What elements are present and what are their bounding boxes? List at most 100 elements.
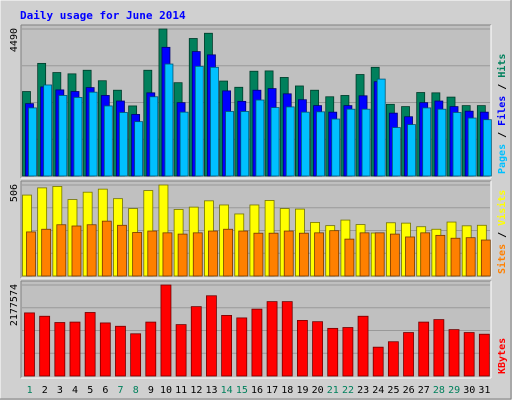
bar-sites-day-11 [177,233,188,277]
bar-kbytes-day-20 [312,321,323,377]
bar-sites-day-25 [389,233,400,277]
bar-pages-day-11 [179,111,189,177]
legend-entry: Sites [496,244,508,274]
bar-sites-day-16 [253,232,264,277]
legend-entry: / [497,126,508,144]
bar-kbytes-day-21 [327,327,339,377]
day-label-11: 11 [175,385,187,396]
chart-panels: 4490 Pages / Files / Hits 506 Sites / Visit… [9,24,508,379]
bar-pages-day-5 [88,91,98,177]
bar-pages-day-31 [482,119,492,177]
bar-kbytes-day-6 [99,322,111,377]
bar-sites-day-5 [86,224,97,277]
bar-pages-day-22 [346,108,356,177]
bar-kbytes-day-16 [251,308,263,377]
bar-pages-day-21 [331,118,341,177]
bar-kbytes-day-29 [448,329,460,377]
bar-pages-day-30 [467,117,477,177]
panel-max-label: 2177574 [9,284,20,326]
bar-pages-day-20 [316,111,325,177]
bar-sites-day-2 [41,228,52,277]
day-label-19: 19 [296,385,308,396]
bar-sites-day-26 [405,236,415,277]
day-label-25: 25 [387,385,399,396]
day-label-8: 8 [133,385,139,396]
bar-pages-day-8 [134,121,144,177]
legend-entry: Visits [496,190,508,226]
bar-sites-day-14 [223,228,234,277]
bar-kbytes-day-19 [296,320,308,377]
bar-kbytes-day-27 [418,321,430,377]
legend-entry: Hits [496,54,508,78]
day-label-6: 6 [102,385,108,396]
series-pages [28,63,492,177]
panel-hits_files_pages: 4490 Pages / Files / Hits [9,24,508,179]
bar-pages-day-9 [149,96,159,177]
bar-kbytes-day-17 [266,301,278,377]
bar-kbytes-day-28 [433,319,445,377]
legend-entry: Files [496,96,508,126]
bar-pages-day-16 [255,99,265,177]
day-label-7: 7 [118,385,124,396]
bar-sites-day-27 [420,232,431,277]
bar-kbytes-day-12 [190,306,202,377]
day-label-29: 29 [448,385,460,396]
bar-sites-day-20 [314,232,324,277]
bar-kbytes-day-31 [478,333,490,377]
bar-sites-day-8 [132,232,143,277]
bar-sites-day-21 [329,230,340,277]
day-label-28: 28 [433,385,445,396]
bar-pages-day-24 [376,78,386,177]
legend-entry: Pages [497,144,508,174]
series-kbytes [24,284,490,377]
bar-sites-day-9 [147,230,158,277]
legend-entry: / [497,78,508,96]
bar-pages-day-29 [452,112,462,177]
bar-pages-day-4 [73,97,83,177]
day-label-31: 31 [478,385,490,396]
bar-pages-day-27 [422,107,432,177]
bar-pages-day-2 [43,84,53,177]
bar-kbytes-day-5 [84,312,96,377]
day-label-23: 23 [357,385,369,396]
bar-pages-day-3 [58,95,68,177]
bar-sites-day-28 [435,234,446,277]
bar-sites-day-18 [283,230,294,277]
day-label-10: 10 [160,385,172,396]
bar-kbytes-day-3 [54,322,66,377]
bar-kbytes-day-2 [39,315,51,377]
legend-entry: / [497,226,508,244]
day-label-16: 16 [251,385,263,396]
day-label-15: 15 [236,385,248,396]
bar-pages-day-13 [210,66,219,177]
bar-kbytes-day-15 [236,317,248,377]
day-label-26: 26 [403,385,415,396]
bar-kbytes-day-13 [206,295,217,377]
bar-kbytes-day-14 [221,315,233,377]
day-label-18: 18 [281,385,293,396]
bar-kbytes-day-26 [403,332,414,377]
bar-sites-day-15 [238,230,249,277]
day-label-14: 14 [221,385,233,396]
bar-pages-day-25 [391,127,401,177]
bar-kbytes-day-24 [372,346,384,377]
bar-pages-day-10 [164,63,174,177]
bar-sites-day-7 [117,224,127,277]
day-label-12: 12 [190,385,202,396]
bar-sites-day-31 [480,239,491,277]
day-label-21: 21 [327,385,339,396]
day-label-3: 3 [57,385,63,396]
bar-kbytes-day-11 [175,324,187,377]
day-label-4: 4 [72,385,78,396]
day-axis: 1 2 3 4 5 6 7 8 9 10 11 12 13 14 15 16 17 18 19 20 21 22 23 24 2… [27,385,491,396]
bar-sites-day-1 [26,231,36,277]
bar-pages-day-15 [240,111,250,177]
day-label-17: 17 [266,385,278,396]
bar-sites-day-3 [56,224,67,277]
panel-legend: KBytes [497,338,508,374]
day-label-2: 2 [42,385,48,396]
bar-pages-day-23 [361,108,371,177]
bar-pages-day-18 [285,106,295,177]
bar-kbytes-day-25 [387,341,399,377]
